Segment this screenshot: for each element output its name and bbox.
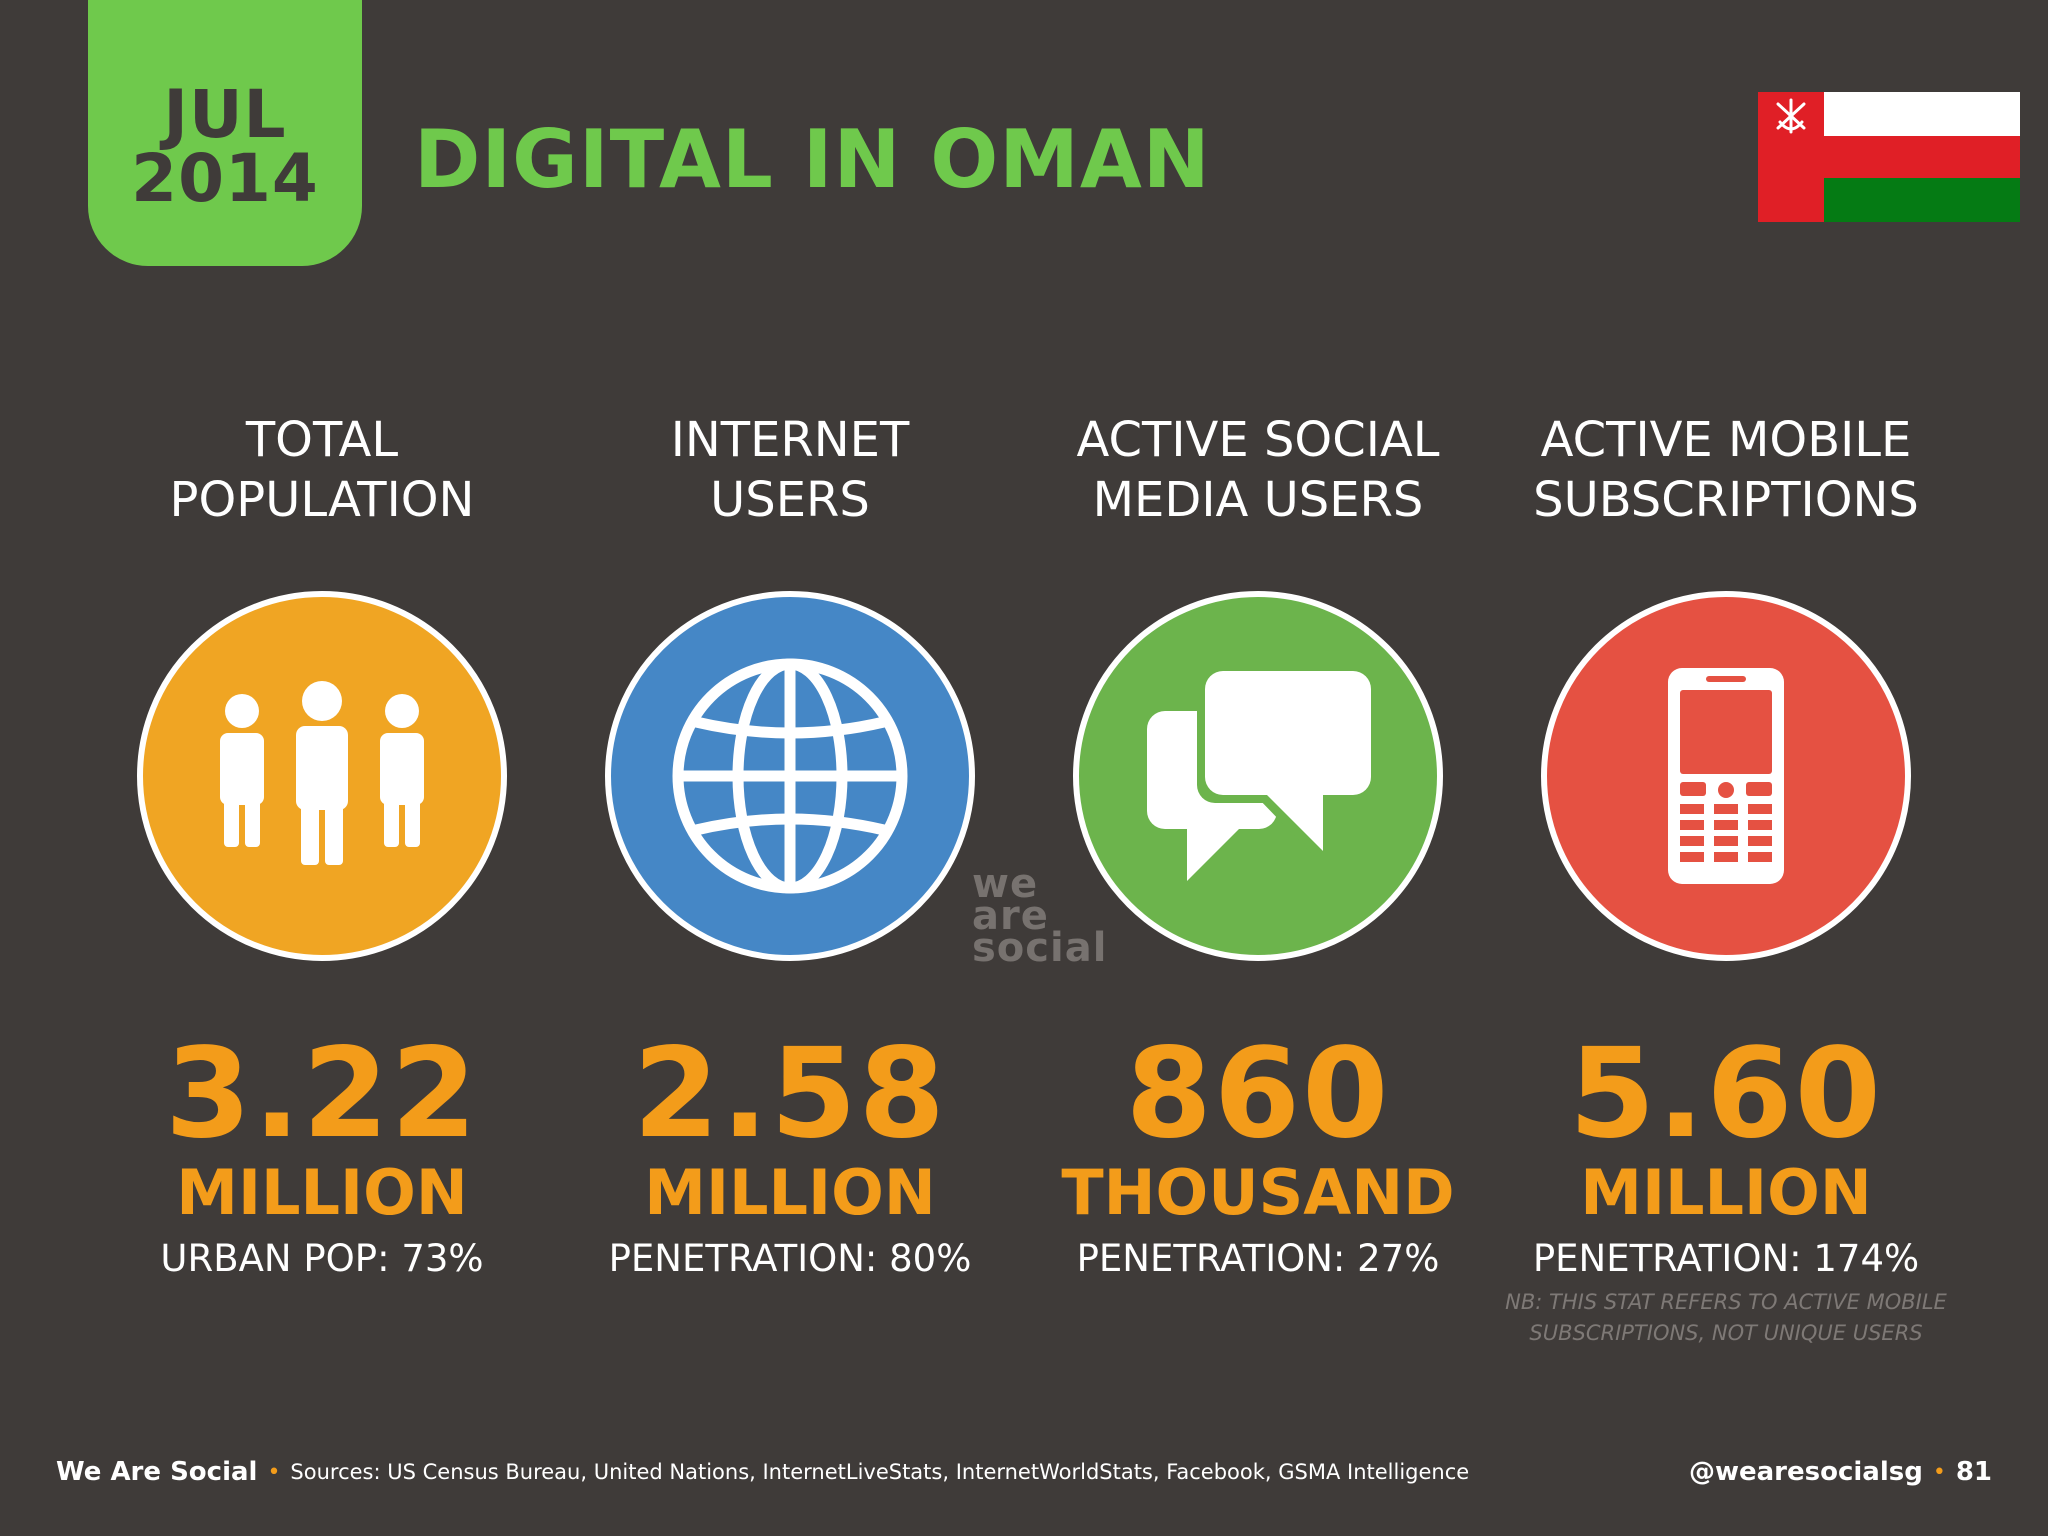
footer-handle: @wearesocialsg bbox=[1688, 1457, 1923, 1487]
stat-value: 860 bbox=[1125, 1022, 1391, 1166]
stat-footnote: NB: THIS STAT REFERS TO ACTIVE MOBILE SU… bbox=[1505, 1290, 1947, 1345]
stat-sub: URBAN POP: 73% bbox=[160, 1237, 484, 1280]
stat-value: 5.60 bbox=[1569, 1022, 1883, 1166]
stat-sub: PENETRATION: 80% bbox=[608, 1237, 972, 1280]
date-month: JUL bbox=[163, 76, 287, 153]
stat-total-population: TOTAL POPULATION 3.22 MILLION URBAN POP:… bbox=[92, 410, 552, 1283]
speech-bubbles-icon bbox=[1147, 671, 1371, 881]
we-are-social-watermark: we are social bbox=[972, 861, 1108, 971]
globe-icon bbox=[672, 658, 908, 894]
mobile-phone-icon bbox=[1668, 668, 1784, 884]
stat-mobile-subscriptions: ACTIVE MOBILE SUBSCRIPTIONS 5.60 MILLION… bbox=[1496, 410, 1956, 1349]
date-year: 2014 bbox=[131, 140, 319, 217]
footer-brand: We Are Social bbox=[56, 1457, 258, 1487]
footer: We Are Social • Sources: US Census Burea… bbox=[56, 1452, 1992, 1492]
footer-separator: • bbox=[267, 1459, 281, 1485]
footer-separator: • bbox=[1932, 1459, 1946, 1485]
stat-value: 2.58 bbox=[633, 1022, 947, 1166]
stat-label: INTERNET USERS bbox=[670, 412, 910, 528]
stat-label: ACTIVE SOCIAL MEDIA USERS bbox=[1076, 412, 1440, 528]
population-circle bbox=[137, 591, 507, 961]
page-title: DIGITAL IN OMAN bbox=[414, 113, 1211, 206]
social-circle bbox=[1073, 591, 1443, 961]
footer-sources: Sources: US Census Bureau, United Nation… bbox=[290, 1460, 1470, 1484]
internet-circle bbox=[605, 591, 975, 961]
stat-unit: MILLION bbox=[644, 1156, 936, 1229]
mobile-circle bbox=[1541, 591, 1911, 961]
page-number: 81 bbox=[1955, 1457, 1992, 1487]
stat-unit: THOUSAND bbox=[1061, 1156, 1455, 1229]
stat-sub: PENETRATION: 174% bbox=[1532, 1237, 1920, 1280]
stat-label: ACTIVE MOBILE SUBSCRIPTIONS bbox=[1533, 412, 1919, 528]
stat-sub: PENETRATION: 27% bbox=[1076, 1237, 1440, 1280]
date-badge: JUL 2014 bbox=[88, 0, 362, 266]
stat-label: TOTAL POPULATION bbox=[169, 412, 475, 528]
oman-flag bbox=[1758, 92, 2020, 222]
stat-unit: MILLION bbox=[1580, 1156, 1872, 1229]
stat-unit: MILLION bbox=[176, 1156, 468, 1229]
stat-value: 3.22 bbox=[165, 1022, 479, 1166]
people-icon bbox=[220, 681, 424, 865]
stat-internet-users: INTERNET USERS 2.58 MILLION PENETRATION:… bbox=[560, 410, 1020, 1283]
footer-right: @wearesocialsg • 81 bbox=[1689, 1457, 1992, 1487]
stat-social-media-users: ACTIVE SOCIAL MEDIA USERS 860 THOUSAND P… bbox=[1028, 410, 1488, 1283]
